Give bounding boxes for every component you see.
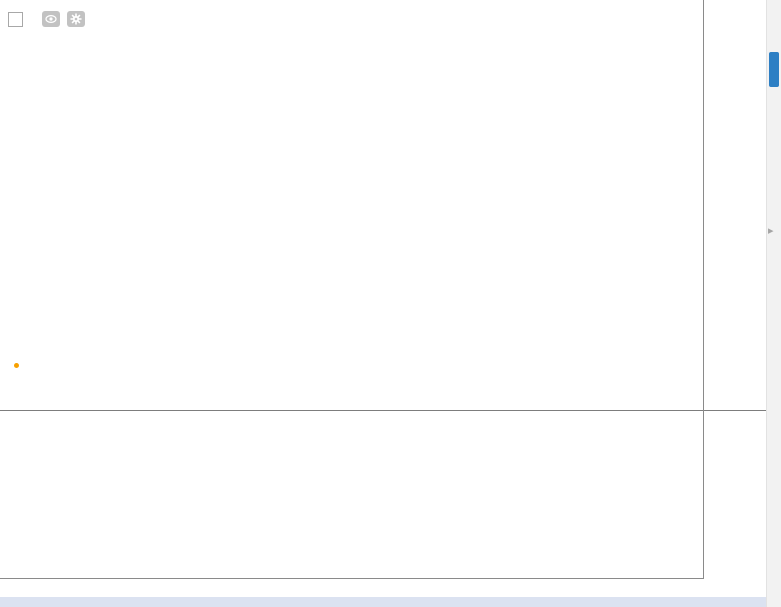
- price-chart-canvas[interactable]: [0, 0, 703, 410]
- time-axis-border: [0, 578, 704, 579]
- collapse-icon[interactable]: [8, 11, 23, 27]
- gear-icon: [70, 13, 82, 25]
- last-price-badge: [704, 0, 769, 17]
- right-scrollbar-track[interactable]: ▸: [766, 0, 781, 607]
- chart-legend: [8, 11, 85, 27]
- visibility-toggle-button[interactable]: [42, 11, 60, 27]
- panel-separator[interactable]: [0, 410, 766, 411]
- scrollbar-thumb[interactable]: [769, 52, 779, 87]
- bottom-scroll-strip[interactable]: [0, 597, 781, 607]
- settings-button[interactable]: [67, 11, 85, 27]
- price-axis-border: [703, 0, 704, 578]
- eye-icon: [45, 14, 57, 24]
- collapse-panel-arrow-icon[interactable]: ▸: [768, 225, 774, 237]
- oscillator-chart-canvas[interactable]: [0, 410, 703, 578]
